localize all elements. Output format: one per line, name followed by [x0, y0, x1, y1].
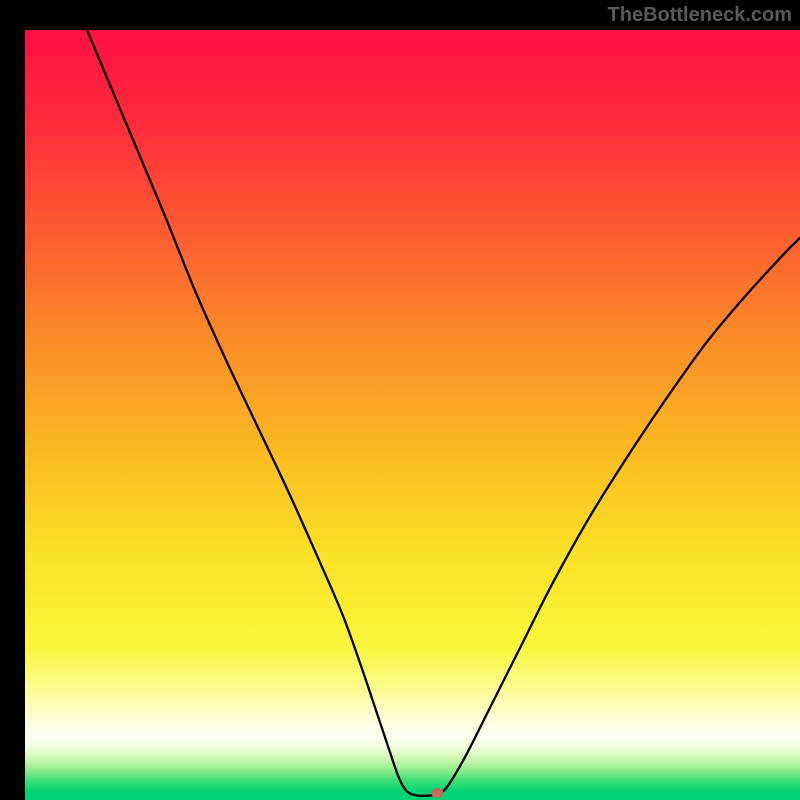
watermark-text: TheBottleneck.com: [608, 4, 792, 27]
chart-svg: [25, 30, 800, 800]
plot-area: [25, 30, 800, 800]
optimal-point-marker: [431, 788, 443, 798]
chart-background: [25, 30, 800, 800]
chart-container: TheBottleneck.com: [0, 0, 800, 800]
